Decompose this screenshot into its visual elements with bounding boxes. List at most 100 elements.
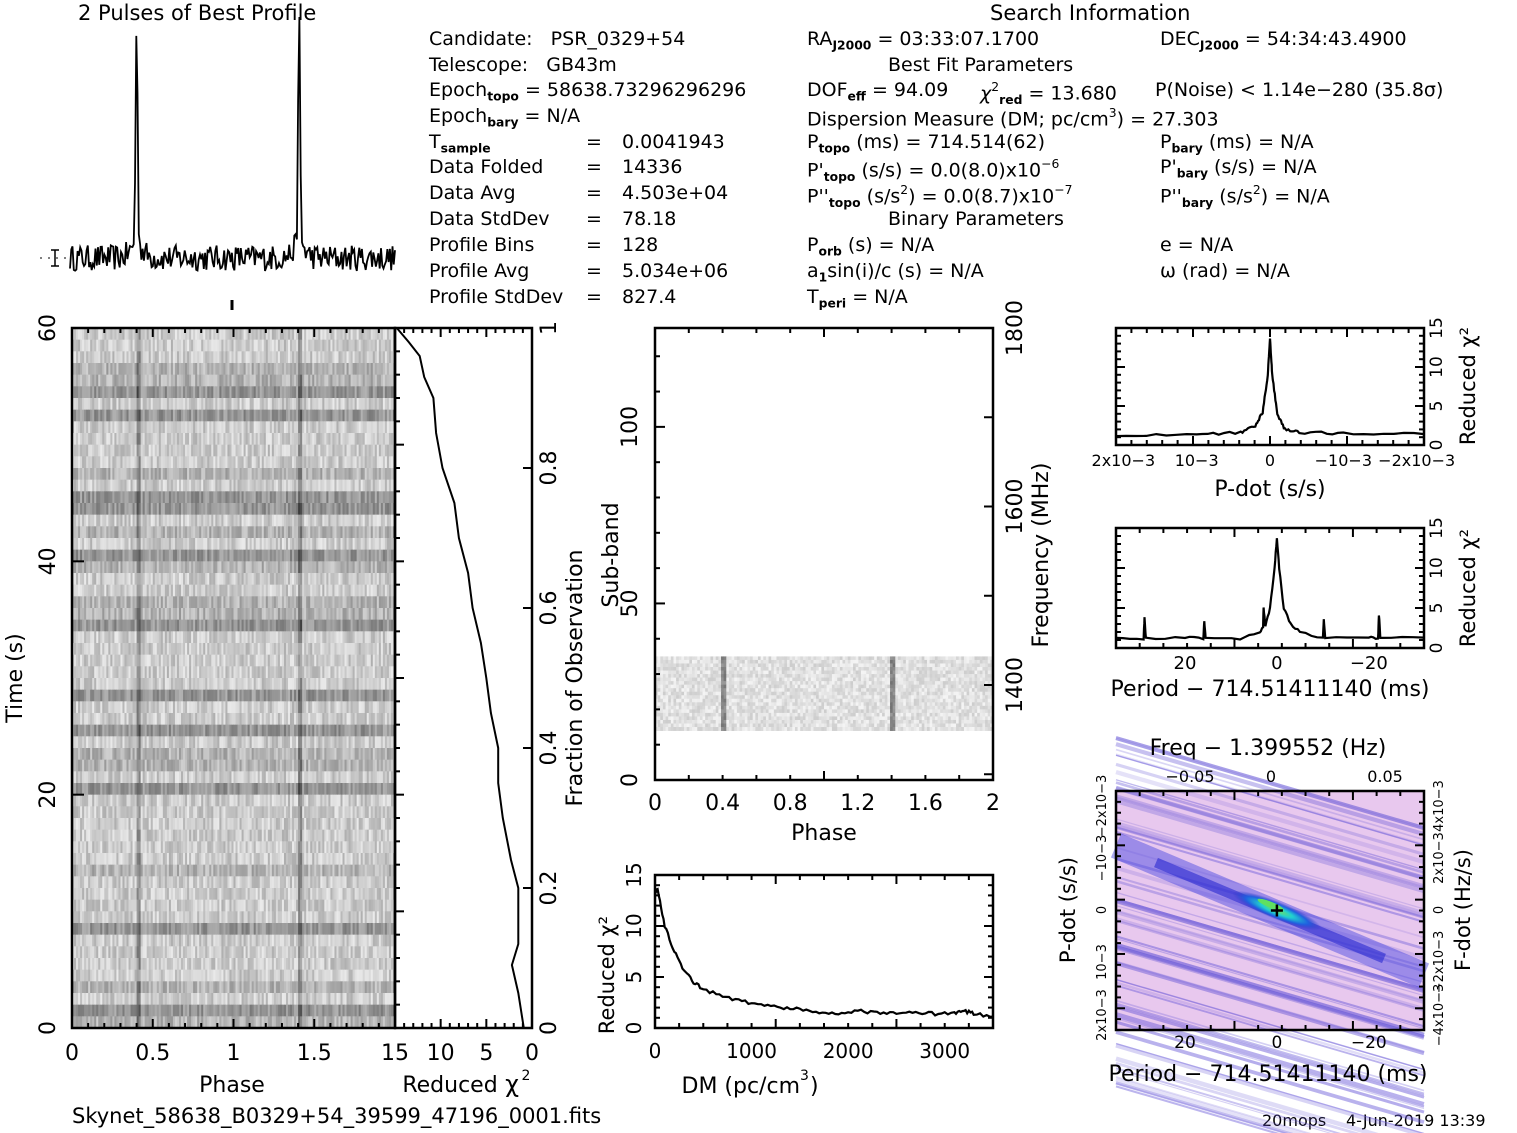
heat-cell	[368, 351, 372, 364]
heat-cell	[211, 351, 214, 364]
heat-cell	[104, 619, 107, 632]
heat-cell	[176, 468, 180, 481]
heat-cell	[326, 328, 329, 341]
heat-cell	[251, 514, 255, 527]
heat-cell	[225, 374, 228, 387]
heat-cell	[306, 631, 309, 644]
heat-cell	[124, 631, 127, 644]
heat-cell	[84, 573, 87, 586]
heat-cell	[338, 631, 341, 644]
heat-cell	[322, 468, 325, 481]
heat-cell	[300, 421, 303, 434]
heat-cell	[166, 526, 170, 539]
heat-cell	[275, 444, 279, 457]
heat-cell	[298, 456, 301, 469]
heat-cell	[209, 608, 212, 621]
heat-cell	[279, 351, 283, 364]
heat-cell	[154, 328, 158, 341]
heat-cell	[308, 421, 311, 434]
heat-cell	[128, 631, 131, 644]
heat-cell	[185, 549, 188, 562]
heat-cell	[136, 421, 140, 434]
p-bary-line: Pbary (ms) = N/A	[1160, 131, 1314, 156]
heat-cell	[100, 491, 103, 504]
heat-cell	[144, 561, 148, 574]
heat-cell	[382, 339, 386, 352]
heat-cell	[306, 363, 309, 376]
heat-cell	[168, 514, 172, 527]
heat-cell	[162, 503, 166, 516]
heat-cell	[168, 608, 172, 621]
heat-cell	[288, 643, 291, 656]
heat-cell	[352, 456, 356, 469]
heat-cell	[94, 421, 97, 434]
heat-cell	[199, 666, 202, 679]
heat-cell	[320, 666, 323, 679]
heat-cell	[233, 549, 236, 562]
heat-cell	[217, 666, 220, 679]
heat-cell	[176, 398, 180, 411]
heat-cell	[221, 409, 224, 422]
heat-cell	[312, 573, 315, 586]
heat-cell	[285, 351, 289, 364]
heat-cell	[350, 479, 354, 492]
heat-cell	[187, 526, 190, 539]
heat-cell	[92, 456, 95, 469]
heat-cell	[340, 608, 343, 621]
heat-cell	[326, 468, 329, 481]
heat-cell	[124, 666, 127, 679]
heat-cell	[150, 409, 154, 422]
heat-cell	[306, 398, 309, 411]
heat-cell	[122, 526, 125, 539]
heat-cell	[237, 643, 240, 656]
heat-cell	[362, 468, 366, 481]
heat-cell	[386, 608, 390, 621]
heat-cell	[247, 503, 251, 516]
heat-cell	[251, 596, 255, 609]
heat-cell	[150, 654, 154, 667]
heat-cell	[340, 409, 343, 422]
heat-cell	[348, 561, 351, 574]
heat-cell	[350, 398, 354, 411]
heat-cell	[344, 596, 347, 609]
heat-cell	[308, 514, 311, 527]
heat-cell	[154, 374, 158, 387]
heat-cell	[164, 514, 168, 527]
heat-cell	[390, 631, 394, 644]
heat-cell	[370, 666, 374, 679]
heat-cell	[253, 456, 257, 469]
heat-cell	[126, 678, 129, 691]
heat-cell	[368, 549, 372, 562]
heat-cell	[384, 444, 388, 457]
heat-cell	[195, 666, 198, 679]
profile-stddev-value: 827.4	[622, 286, 677, 308]
heat-cell	[386, 398, 390, 411]
heat-cell	[199, 584, 202, 597]
heat-cell	[132, 433, 135, 446]
heat-cell	[201, 409, 204, 422]
heat-cell	[368, 619, 372, 632]
heat-cell	[213, 456, 216, 469]
heat-cell	[130, 561, 133, 574]
heat-cell	[378, 421, 382, 434]
heat-cell	[199, 654, 202, 667]
heat-cell	[328, 433, 331, 446]
heat-cell	[114, 608, 117, 621]
heat-cell	[304, 398, 307, 411]
heat-cell	[82, 386, 85, 399]
heat-cell	[227, 398, 230, 411]
heat-cell	[336, 526, 339, 539]
heat-cell	[340, 561, 343, 574]
heat-cell	[138, 654, 142, 667]
heat-cell	[148, 596, 152, 609]
heat-cell	[352, 561, 356, 574]
heat-cell	[247, 561, 251, 574]
heat-cell	[312, 351, 315, 364]
heat-cell	[80, 643, 83, 656]
heat-cell	[106, 643, 109, 656]
heat-cell	[219, 398, 222, 411]
heat-cell	[187, 398, 190, 411]
heat-cell	[372, 561, 376, 574]
heat-cell	[221, 643, 224, 656]
heat-cell	[237, 328, 240, 341]
